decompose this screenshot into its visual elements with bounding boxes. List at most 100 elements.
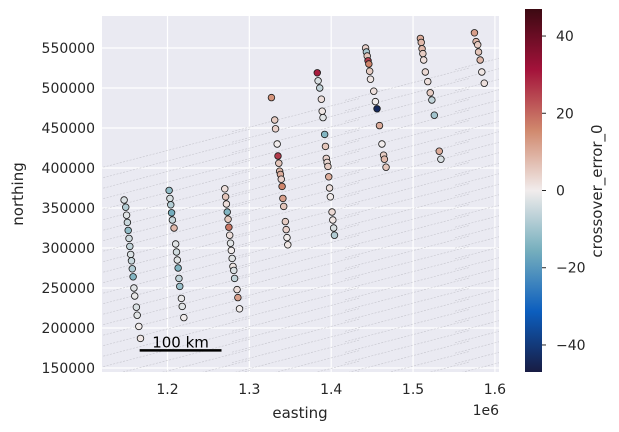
- crossover-point: [274, 152, 282, 160]
- crossover-point: [122, 211, 131, 219]
- y-tick-label: 400000: [42, 161, 95, 177]
- crossover-point: [321, 142, 330, 151]
- flight-line: [454, 225, 499, 239]
- x-axis-ticks: 1.2 1.3 1.4 1.5 1.6: [156, 382, 506, 398]
- flight-line: [344, 161, 471, 196]
- crossover-point: [430, 111, 439, 119]
- grid: [102, 16, 499, 372]
- crossover-point: [330, 231, 339, 239]
- flight-line: [231, 140, 361, 175]
- crossover-point: [135, 322, 143, 331]
- crossover-point: [474, 48, 483, 56]
- flight-line: [454, 257, 499, 270]
- crossover-point: [281, 217, 290, 226]
- crossover-point: [233, 285, 241, 294]
- flight-line: [454, 141, 499, 155]
- crossover-point: [227, 246, 236, 255]
- x-tick-label: 1.5: [402, 382, 424, 398]
- crossover-point: [283, 233, 291, 242]
- crossover-point: [277, 175, 285, 183]
- flight-line: [231, 213, 361, 248]
- crossover-point: [316, 84, 324, 92]
- flight-line: [348, 340, 471, 372]
- flight-line: [454, 183, 499, 197]
- flight-line: [344, 287, 471, 322]
- flight-line: [454, 57, 499, 71]
- flight-line: [454, 194, 499, 207]
- crossover-point: [275, 159, 283, 167]
- crossover-point: [382, 163, 390, 171]
- crossover-point: [419, 56, 428, 64]
- colorbar-tick-label: 0: [556, 184, 565, 200]
- crossover-point: [228, 254, 236, 263]
- flight-line: [454, 173, 499, 186]
- crossover-point: [470, 29, 479, 37]
- flight-line: [231, 255, 361, 290]
- flight-line: [454, 110, 499, 123]
- flight-line: [344, 130, 471, 164]
- flight-line: [344, 172, 471, 206]
- colorbar-tick-label: 20: [556, 106, 574, 122]
- y-tick-label: 350000: [42, 201, 95, 217]
- crossover-point: [224, 215, 232, 223]
- flight-line: [231, 329, 361, 364]
- flight-line: [454, 99, 499, 113]
- flight-line: [454, 68, 499, 81]
- y-axis-ticks: 150000 200000 250000 300000 350000 400000 4500…: [42, 41, 95, 377]
- x-tick-label: 1.4: [320, 382, 342, 398]
- crossover-point: [380, 155, 389, 163]
- flight-line: [344, 119, 471, 154]
- crossover-point: [319, 113, 327, 122]
- flight-line: [344, 203, 471, 238]
- flight-line: [454, 236, 499, 249]
- crossover-point: [271, 116, 279, 124]
- y-tick-label: 250000: [42, 281, 95, 297]
- flight-line: [231, 276, 361, 311]
- crossover-point: [273, 140, 281, 148]
- crossover-point: [221, 193, 230, 201]
- crossover-point: [178, 302, 186, 311]
- flight-line: [344, 235, 471, 269]
- flight-line: [315, 360, 361, 372]
- crossover-point: [170, 224, 178, 232]
- crossover-point: [168, 216, 177, 224]
- flight-line: [454, 152, 499, 165]
- crossover-point: [437, 155, 445, 163]
- crossover-point: [280, 202, 288, 211]
- crossover-point: [284, 241, 292, 249]
- flight-line: [454, 330, 499, 344]
- flight-line: [344, 245, 471, 280]
- flight-line: [344, 308, 471, 343]
- crossover-point: [428, 96, 436, 104]
- flight-line: [344, 277, 471, 311]
- flight-line: [231, 98, 361, 133]
- crossover-point: [172, 248, 181, 256]
- crossover-point: [129, 273, 137, 281]
- flight-line: [231, 266, 361, 301]
- flight-line: [454, 299, 499, 312]
- colorbar-tick-label: −40: [556, 338, 586, 354]
- crossover-point: [167, 209, 176, 217]
- y-tick-label: 550000: [42, 41, 95, 57]
- flight-line: [231, 182, 361, 217]
- crossover-point: [225, 223, 233, 231]
- flight-line: [344, 193, 471, 227]
- crossover-point: [165, 186, 173, 195]
- flight-line: [344, 298, 471, 332]
- crossover-point: [365, 60, 373, 68]
- crossover-point: [329, 216, 337, 224]
- crossover-point: [480, 79, 488, 87]
- crossover-point: [373, 105, 381, 113]
- crossover-points: [120, 29, 488, 343]
- y-tick-label: 450000: [42, 121, 95, 137]
- x-tick-label: 1.6: [484, 382, 506, 398]
- flight-line: [231, 150, 361, 185]
- y-tick-label: 150000: [42, 361, 95, 377]
- crossover-point: [133, 311, 141, 319]
- crossover-point: [317, 95, 326, 103]
- scale-bar-label: 100 km: [152, 333, 209, 351]
- crossover-point: [313, 69, 321, 77]
- crossover-point: [366, 75, 375, 83]
- crossover-point: [279, 194, 287, 203]
